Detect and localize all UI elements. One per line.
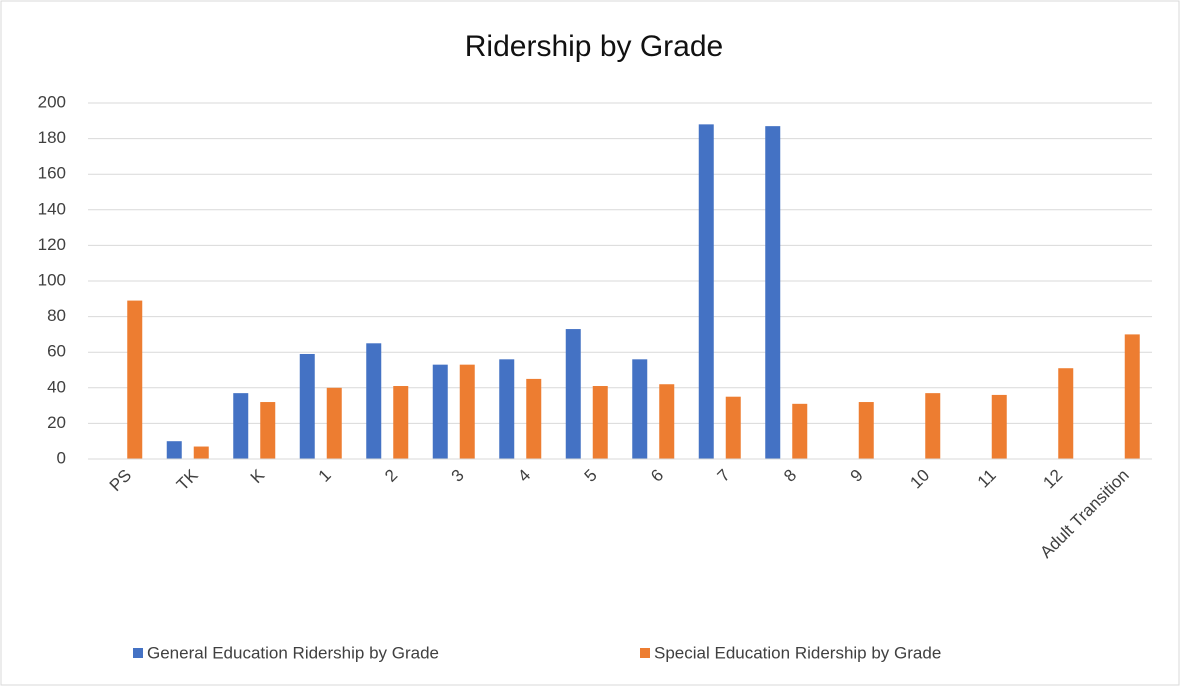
bar [432,364,448,459]
legend-label: Special Education Ridership by Grade [654,643,941,662]
bar [698,124,714,460]
bar [193,446,209,459]
bar [459,364,475,459]
bar [366,343,382,459]
y-tick-label: 20 [47,413,66,432]
bar [1124,334,1140,459]
bar [166,441,182,459]
y-tick-label: 60 [47,342,66,361]
bar [233,393,249,459]
y-tick-label: 140 [38,199,66,218]
bar [592,386,608,459]
bar [127,300,143,459]
y-tick-label: 180 [38,128,66,147]
y-tick-label: 0 [57,448,66,467]
bar [326,387,342,459]
bar [299,353,315,459]
chart-title: Ridership by Grade [465,30,723,63]
bar [792,403,808,459]
bar [659,384,675,459]
legend-label: General Education Ridership by Grade [147,643,439,662]
bar [765,126,781,459]
y-tick-label: 120 [38,235,66,254]
y-tick-label: 160 [38,164,66,183]
bar [632,359,648,459]
bar [393,386,409,459]
bar [526,378,542,459]
y-tick-label: 100 [38,270,66,289]
bar [260,402,276,459]
bar [1058,368,1074,459]
bar [858,402,874,459]
y-tick-label: 200 [38,92,66,111]
bar [499,359,515,459]
bar [991,394,1007,459]
y-tick-label: 80 [47,306,66,325]
legend-swatch [133,648,143,658]
bar [565,329,581,459]
bar [725,396,741,459]
y-tick-label: 40 [47,377,66,396]
legend-swatch [640,648,650,658]
bar [925,393,941,459]
